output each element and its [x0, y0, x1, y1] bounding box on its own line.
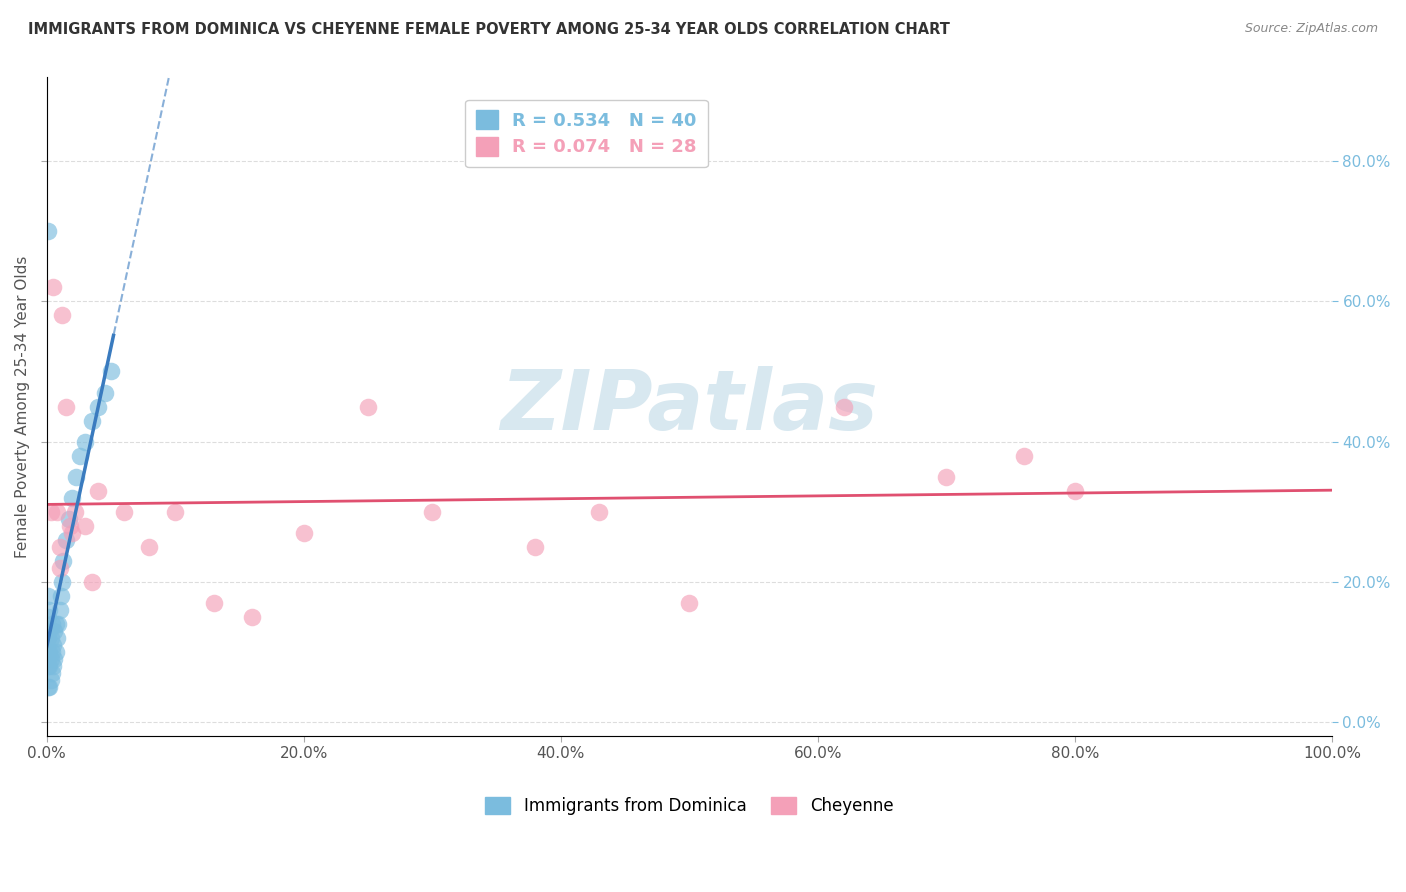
- Point: [52, 553, 75, 567]
- Point: [37, 224, 59, 238]
- Point: [38, 624, 60, 638]
- Point: [38, 658, 60, 673]
- Point: [69, 449, 91, 463]
- Point: [42, 280, 65, 294]
- Point: [37, 658, 59, 673]
- Point: [41, 616, 63, 631]
- Point: [75, 518, 97, 533]
- Point: [38, 602, 60, 616]
- Point: [100, 364, 122, 378]
- Point: [357, 400, 380, 414]
- Legend: Immigrants from Dominica, Cheyenne: Immigrants from Dominica, Cheyenne: [478, 790, 900, 822]
- Point: [41, 644, 63, 658]
- Point: [51, 574, 73, 589]
- Point: [37, 589, 59, 603]
- Point: [935, 469, 957, 483]
- Point: [240, 609, 263, 624]
- Point: [80, 574, 103, 589]
- Point: [39, 673, 62, 687]
- Point: [44, 624, 66, 638]
- Point: [420, 504, 443, 518]
- Point: [138, 540, 160, 554]
- Point: [42, 638, 65, 652]
- Point: [87, 483, 110, 498]
- Point: [39, 504, 62, 518]
- Point: [51, 309, 73, 323]
- Point: [60, 525, 83, 540]
- Point: [46, 504, 69, 518]
- Point: [38, 644, 60, 658]
- Point: [39, 651, 62, 665]
- Point: [55, 533, 77, 547]
- Point: [87, 400, 110, 414]
- Point: [37, 631, 59, 645]
- Point: [48, 540, 70, 554]
- Point: [38, 680, 60, 694]
- Text: Source: ZipAtlas.com: Source: ZipAtlas.com: [1244, 22, 1378, 36]
- Point: [55, 400, 77, 414]
- Point: [80, 413, 103, 427]
- Point: [93, 385, 115, 400]
- Point: [45, 644, 67, 658]
- Point: [45, 616, 67, 631]
- Point: [37, 680, 59, 694]
- Point: [60, 491, 83, 505]
- Point: [524, 540, 547, 554]
- Point: [75, 434, 97, 449]
- Point: [59, 518, 82, 533]
- Point: [202, 595, 225, 609]
- Point: [678, 595, 700, 609]
- Point: [58, 511, 80, 525]
- Point: [46, 616, 69, 631]
- Point: [48, 602, 70, 616]
- Point: [39, 631, 62, 645]
- Point: [46, 631, 69, 645]
- Point: [588, 504, 610, 518]
- Point: [832, 400, 855, 414]
- Point: [37, 609, 59, 624]
- Point: [41, 665, 63, 680]
- Text: ZIPatlas: ZIPatlas: [501, 366, 879, 447]
- Point: [48, 560, 70, 574]
- Point: [112, 504, 135, 518]
- Point: [65, 469, 87, 483]
- Point: [63, 504, 86, 518]
- Point: [292, 525, 315, 540]
- Point: [44, 651, 66, 665]
- Text: IMMIGRANTS FROM DOMINICA VS CHEYENNE FEMALE POVERTY AMONG 25-34 YEAR OLDS CORREL: IMMIGRANTS FROM DOMINICA VS CHEYENNE FEM…: [28, 22, 950, 37]
- Point: [37, 644, 59, 658]
- Point: [1012, 449, 1035, 463]
- Point: [42, 658, 65, 673]
- Point: [165, 504, 187, 518]
- Y-axis label: Female Poverty Among 25-34 Year Olds: Female Poverty Among 25-34 Year Olds: [15, 255, 30, 558]
- Point: [49, 589, 72, 603]
- Point: [1064, 483, 1087, 498]
